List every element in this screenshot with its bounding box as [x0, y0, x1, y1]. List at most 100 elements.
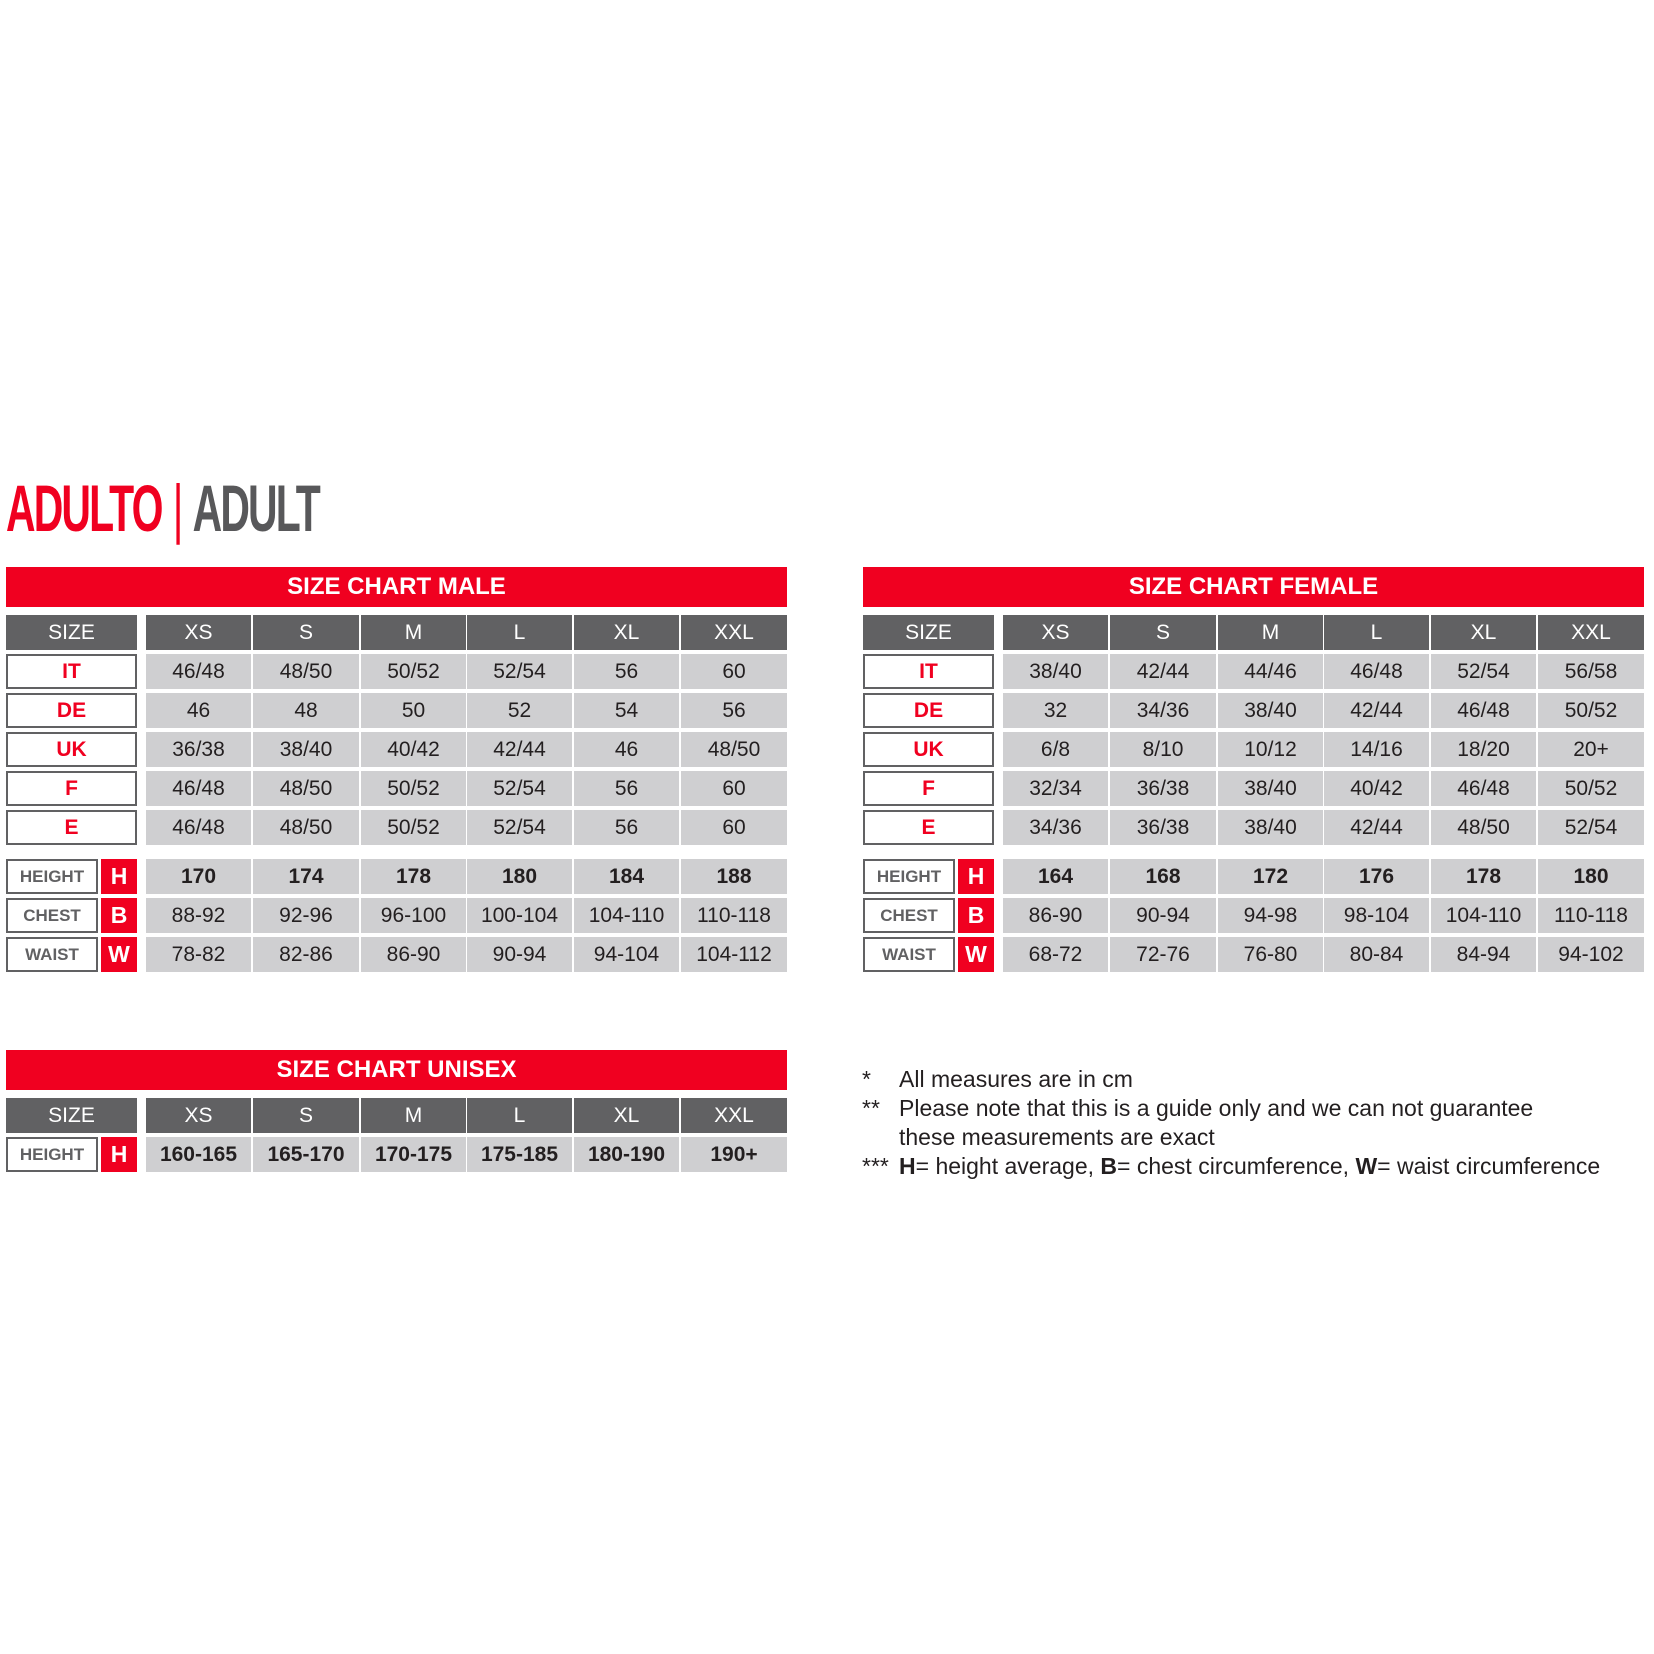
system-label: F: [863, 771, 994, 806]
system-label: E: [863, 810, 994, 845]
measure-value: 82-86: [253, 937, 359, 972]
size-value: 34/36: [1003, 810, 1108, 845]
footnote-marker: [862, 1123, 899, 1152]
measure-value: 72-76: [1110, 937, 1216, 972]
measure-row-height: HEIGHT H 160-165 165-170 170-175 175-185 180-1…: [6, 1137, 787, 1172]
measure-label: CHEST: [863, 898, 955, 933]
size-value: 46/48: [1324, 654, 1429, 689]
size-value: 46: [574, 732, 679, 767]
size-value: 38/40: [253, 732, 359, 767]
measure-letter-badge: H: [101, 859, 137, 894]
footnote-key: W: [1355, 1153, 1378, 1179]
size-value: 48/50: [253, 810, 359, 845]
size-value: 42/44: [1324, 810, 1429, 845]
size-value: 50/52: [361, 810, 466, 845]
title-english: ADULT: [192, 471, 321, 545]
measure-value: 175-185: [467, 1137, 572, 1172]
system-label: UK: [6, 732, 137, 767]
measure-value: 190+: [681, 1137, 787, 1172]
title-separator: |: [172, 471, 184, 545]
size-column-xxl: XXL: [1538, 615, 1644, 650]
measure-letter-badge: H: [958, 859, 994, 894]
size-chart-unisex: SIZE CHART UNISEX SIZE XS S M L XL XXL HEIGHT H 16…: [6, 1050, 787, 1172]
size-value: 50/52: [361, 654, 466, 689]
size-column-xs: XS: [1003, 615, 1108, 650]
size-value: 56: [681, 693, 787, 728]
size-value: 52/54: [467, 654, 572, 689]
measure-value: 76-80: [1218, 937, 1323, 972]
measure-value: 110-118: [1538, 898, 1644, 933]
measure-value: 170-175: [361, 1137, 466, 1172]
footnotes: * All measures are in cm ** Please note tha…: [862, 1065, 1600, 1181]
footnote: ** Please note that this is a guide only …: [862, 1094, 1600, 1123]
size-value: 36/38: [1110, 810, 1216, 845]
measure-row-chest: CHEST B 88-92 92-96 96-100 100-104 104-110 110-…: [6, 898, 787, 933]
measure-value: 104-112: [681, 937, 787, 972]
measure-value: 104-110: [574, 898, 679, 933]
measure-value: 180-190: [574, 1137, 679, 1172]
chart-title: SIZE CHART FEMALE: [863, 567, 1644, 607]
size-value: 38/40: [1003, 654, 1108, 689]
footnote-definition: = waist circumference: [1377, 1153, 1601, 1179]
size-value: 8/10: [1110, 732, 1216, 767]
system-label: E: [6, 810, 137, 845]
size-value: 52: [467, 693, 572, 728]
size-value: 56: [574, 810, 679, 845]
measure-value: 92-96: [253, 898, 359, 933]
footnote-text: All measures are in cm: [899, 1066, 1133, 1092]
measure-value: 180: [1538, 859, 1644, 894]
size-chart-female: SIZE CHART FEMALE SIZE XS S M L XL XXL IT 38/40 42…: [863, 567, 1644, 972]
measure-value: 100-104: [467, 898, 572, 933]
size-column-xxl: XXL: [681, 615, 787, 650]
size-value: 50/52: [361, 771, 466, 806]
size-system-row-de: DE 46 48 50 52 54 56: [6, 693, 787, 728]
measure-label: WAIST: [6, 937, 98, 972]
title-italian: ADULTO: [6, 471, 163, 545]
measure-letter-badge: W: [101, 937, 137, 972]
size-value: 36/38: [146, 732, 251, 767]
size-value: 56/58: [1538, 654, 1644, 689]
size-value: 56: [574, 654, 679, 689]
size-value: 50/52: [1538, 693, 1644, 728]
size-value: 52/54: [467, 810, 572, 845]
size-column-xs: XS: [146, 1098, 251, 1133]
footnote-text: H= height average, B= chest circumferenc…: [899, 1152, 1600, 1181]
measure-value: 178: [1431, 859, 1536, 894]
size-value: 46/48: [146, 810, 251, 845]
size-value: 46: [146, 693, 251, 728]
size-value: 46/48: [1431, 771, 1536, 806]
size-column-s: S: [253, 615, 359, 650]
size-value: 40/42: [1324, 771, 1429, 806]
footnote: * All measures are in cm: [862, 1065, 1600, 1094]
size-column-m: M: [361, 615, 466, 650]
size-value: 52/54: [1538, 810, 1644, 845]
size-value: 32/34: [1003, 771, 1108, 806]
size-header: SIZE: [863, 615, 994, 650]
measure-value: 174: [253, 859, 359, 894]
chart-title: SIZE CHART UNISEX: [6, 1050, 787, 1090]
size-value: 14/16: [1324, 732, 1429, 767]
footnote-text: Please note that this is a guide only an…: [899, 1095, 1534, 1121]
size-value: 38/40: [1218, 771, 1323, 806]
measure-value: 104-110: [1431, 898, 1536, 933]
size-value: 42/44: [467, 732, 572, 767]
measure-value: 188: [681, 859, 787, 894]
size-value: 20+: [1538, 732, 1644, 767]
size-value: 50/52: [1538, 771, 1644, 806]
size-system-row-f: F 46/48 48/50 50/52 52/54 56 60: [6, 771, 787, 806]
size-column-m: M: [1218, 615, 1323, 650]
size-value: 50: [361, 693, 466, 728]
size-value: 48/50: [681, 732, 787, 767]
page-title: ADULTO | ADULT: [6, 470, 321, 546]
measure-value: 110-118: [681, 898, 787, 933]
size-value: 36/38: [1110, 771, 1216, 806]
size-column-m: M: [361, 1098, 466, 1133]
size-value: 42/44: [1110, 654, 1216, 689]
measure-value: 164: [1003, 859, 1108, 894]
measure-value: 98-104: [1324, 898, 1429, 933]
measure-value: 96-100: [361, 898, 466, 933]
measure-label: HEIGHT: [6, 1137, 98, 1172]
size-system-row-e: E 46/48 48/50 50/52 52/54 56 60: [6, 810, 787, 845]
measure-value: 90-94: [467, 937, 572, 972]
measure-label: HEIGHT: [863, 859, 955, 894]
